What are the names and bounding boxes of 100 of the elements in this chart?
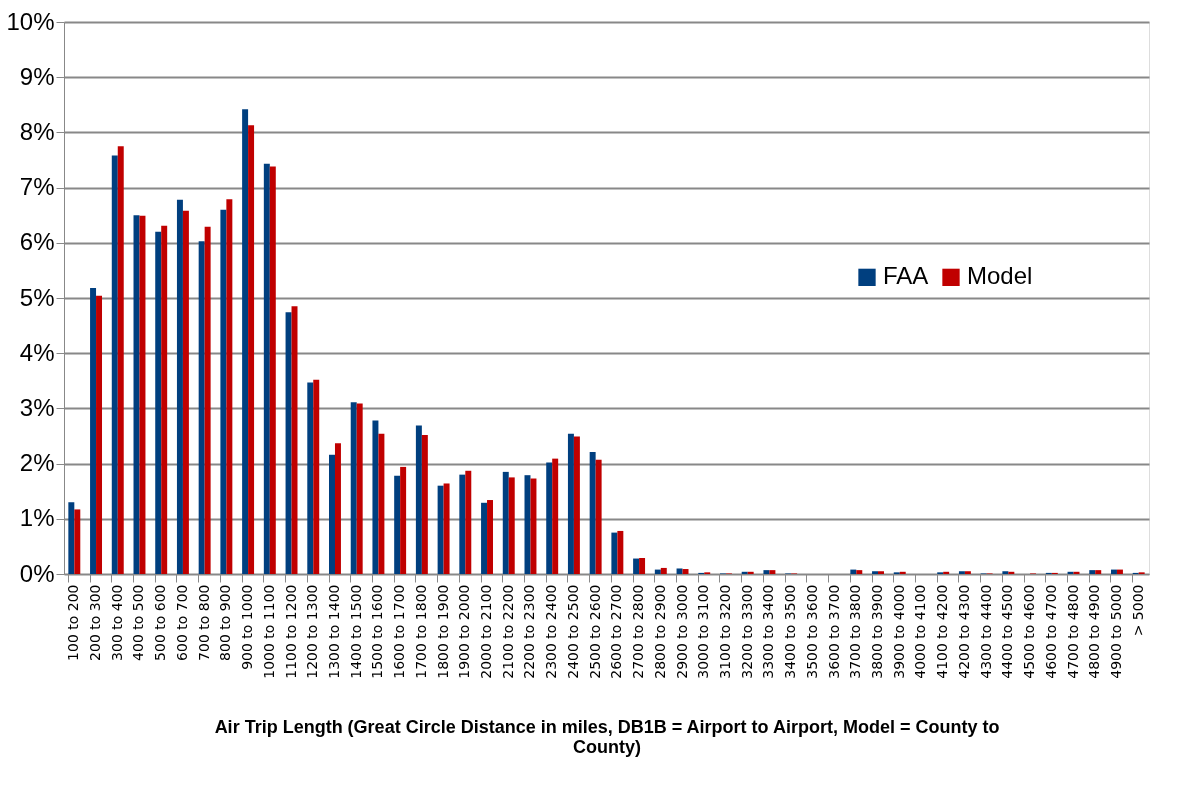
bar [487,500,493,574]
x-tick-label: 500 to 600 [152,584,169,661]
bar [617,530,624,574]
bar [155,231,162,574]
y-tick-label: 3% [19,393,55,421]
bar [856,570,863,574]
x-tick-label: 1600 to 1700 [391,584,408,679]
bar [198,241,205,574]
x-tick-label: 4500 to 4600 [1021,584,1038,679]
x-tick-label: 1300 to 1400 [325,584,342,679]
y-tick-label: 1% [19,504,55,532]
x-tick-label: 4800 to 4900 [1086,584,1103,679]
x-tick-label: 4000 to 4100 [912,584,929,679]
bar [530,478,537,574]
bar [589,452,596,574]
x-tick-label: 4900 to 5000 [1107,584,1124,679]
bar [1067,571,1074,574]
bar [633,558,640,574]
bar [394,475,401,574]
x-tick-label: 1800 to 1900 [434,584,451,679]
y-tick-label: 8% [19,117,55,145]
x-tick-label: 600 to 700 [173,584,190,661]
bar [242,109,249,574]
bar [263,163,270,574]
bar [964,571,971,574]
x-tick-label: 1700 to 1800 [412,584,429,679]
bar [611,532,618,574]
bar [872,571,879,574]
bar [90,288,97,574]
x-tick-label: 4400 to 4500 [999,584,1016,679]
bar [400,466,407,574]
x-tick-label: 3800 to 3900 [869,584,886,679]
bar [334,443,341,574]
bar [943,571,950,574]
legend-label: Model [967,262,1033,290]
bar [285,312,292,574]
bar [226,199,233,574]
x-tick-label: 2600 to 2700 [608,584,625,679]
x-tick-label: 4600 to 4700 [1042,584,1059,679]
x-axis-title: Air Trip Length (Great Circle Distance in miles, DB1B = Airport to Airport, Model = County to County) [214,716,1000,757]
x-tick-label: 4100 to 4200 [934,584,951,679]
x-tick-label: 3100 to 3200 [716,584,733,679]
bar [573,436,580,574]
bar [878,571,884,574]
bar [117,146,124,574]
bar [639,557,646,574]
x-tick-label: 4200 to 4300 [955,584,972,679]
bar [741,571,748,574]
bar [508,477,515,574]
bar [350,402,357,574]
bar [307,382,314,574]
bar [958,571,965,574]
x-tick-label: 2200 to 2300 [521,584,538,679]
x-tick-label: 1200 to 1300 [304,584,321,679]
bar [421,434,428,574]
bar [546,462,553,574]
x-tick-label: 3500 to 3600 [803,584,820,679]
x-tick-label: 4300 to 4400 [977,584,994,679]
x-tick-label: 800 to 900 [217,584,234,661]
x-tick-label: 2800 to 2900 [651,584,668,679]
bar [378,433,385,574]
bar [96,295,103,574]
bar [139,215,146,574]
y-tick-label: 6% [19,228,55,256]
x-tick-label: 3700 to 3800 [847,584,864,679]
x-tick-label: 3600 to 3700 [825,584,842,679]
bar [313,379,320,574]
y-tick-label: 9% [19,62,55,90]
bar [220,209,227,574]
bar [1002,571,1009,574]
bar [595,459,602,574]
bar [182,210,189,574]
bar [74,509,81,574]
x-tick-label: 3200 to 3300 [738,584,755,679]
bar [899,571,906,574]
bar [747,571,754,574]
bar [481,502,488,574]
bar [437,485,444,574]
x-tick-label: 1100 to 1200 [282,584,299,679]
bar [676,568,683,574]
x-tick-label: 4700 to 4800 [1064,584,1081,679]
bar [291,306,298,574]
x-tick-label: 100 to 200 [65,584,82,661]
bar [356,403,363,574]
x-tick-label: 1400 to 1500 [347,584,364,679]
bar [850,569,857,574]
bar [204,226,211,574]
x-tick-label: > 5000 [1129,584,1146,637]
y-tick-label: 2% [19,449,55,477]
bar [763,570,770,574]
y-tick-label: 0% [19,559,55,587]
bar [161,225,168,574]
x-tick-label: 2100 to 2200 [499,584,516,679]
x-tick-label: 300 to 400 [108,584,125,661]
x-tick-label: 3900 to 4000 [890,584,907,679]
y-tick-label: 7% [19,173,55,201]
bar [1110,569,1117,574]
bar [68,502,75,574]
bar [1008,571,1015,574]
bar [769,570,776,574]
